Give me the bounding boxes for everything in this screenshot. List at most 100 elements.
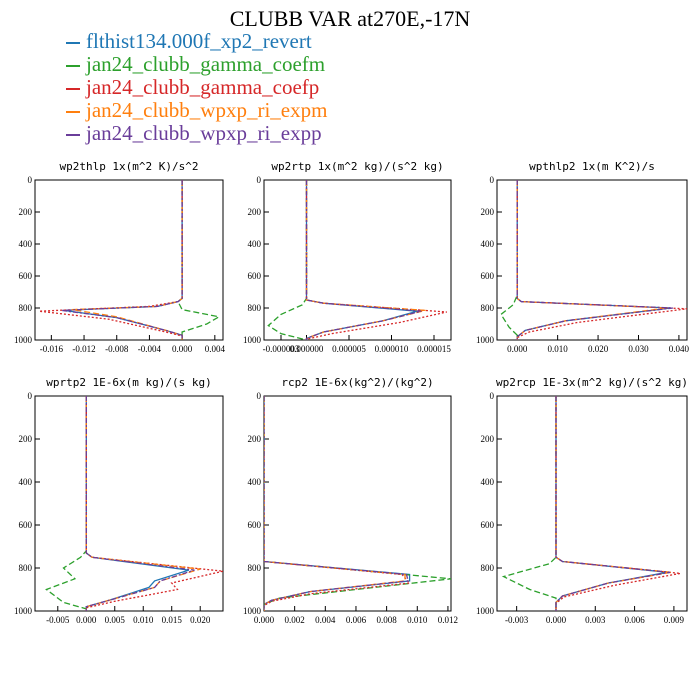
x-tick-label: -0.000003 [263,344,300,354]
series-line [305,180,447,340]
y-tick-label: 0 [490,175,495,185]
y-tick-label: 200 [481,434,495,444]
y-tick-label: 400 [248,477,262,487]
y-tick-label: 1000 [14,335,33,345]
x-tick-label: 0.012 [438,615,458,625]
y-tick-label: 0 [28,391,33,401]
x-tick-label: 0.000005 [332,344,366,354]
legend-swatch [66,65,80,68]
legend-swatch [66,134,80,137]
chart-panel: rcp2 1E-6x(kg^2)/(kg^2) 0 200 400 600 800 1000… [243,376,458,625]
y-tick-label: 400 [481,477,495,487]
series-line [264,396,451,611]
x-tick-label: 0.010 [548,344,569,354]
x-tick-label: 0.000 [172,344,193,354]
y-tick-label: 800 [248,563,262,573]
panel-title: wprtp2 1E-6x(m kg)/(s kg) [46,376,212,389]
x-tick-label: -0.003 [505,615,529,625]
y-tick-label: 1000 [476,335,495,345]
series-line [516,180,671,340]
x-tick-label: 0.030 [628,344,649,354]
x-tick-label: 0.006 [346,615,367,625]
x-tick-label: 0.003 [585,615,606,625]
chart-panel: wpthlp2 1x(m K^2)/s 0 200 400 600 800 1000 0.00… [476,160,690,354]
panel-title: wpthlp2 1x(m K^2)/s [529,160,655,173]
y-tick-label: 400 [481,239,495,249]
legend-item: jan24_clubb_wpxp_ri_expp [66,122,327,145]
x-tick-label: 0.000 [507,344,528,354]
legend-swatch [66,88,80,91]
series-line [516,180,687,340]
y-tick-label: 0 [257,391,262,401]
series-line [501,396,557,611]
series-line [305,180,422,340]
y-tick-label: 0 [490,391,495,401]
legend-swatch [66,42,80,45]
series-line [71,180,183,340]
plot-frame [496,395,688,612]
x-tick-label: 0.010 [407,615,428,625]
plot-frame [34,395,224,612]
x-tick-label: 0.000 [546,615,567,625]
x-tick-label: 0.009 [664,615,685,625]
series-line [500,180,518,340]
series-line [264,396,411,611]
y-tick-label: 200 [248,434,262,444]
series-line [267,180,308,340]
series-line [555,396,681,611]
x-tick-label: 0.000015 [417,344,451,354]
series-line [555,396,672,611]
series-line [45,396,87,611]
series-line [85,396,195,611]
panel-title: wp2thlp 1x(m^2 K)/s^2 [59,160,198,173]
y-tick-label: 1000 [14,606,33,616]
x-tick-label: 0.040 [669,344,690,354]
x-tick-label: -0.004 [138,344,162,354]
figure-title: CLUBB VAR at270E,-17N [229,6,471,31]
legend-label: jan24_clubb_gamma_coefm [86,52,326,76]
legend-item: flthist134.000f_xp2_revert [66,30,327,53]
y-tick-label: 600 [248,520,262,530]
y-tick-label: 0 [257,175,262,185]
series-line [516,180,667,340]
x-tick-label: 0.004 [315,615,336,625]
y-tick-label: 800 [481,303,495,313]
y-tick-label: 0 [28,175,33,185]
y-tick-label: 1000 [476,606,495,616]
y-tick-label: 200 [19,207,33,217]
y-tick-label: 800 [248,303,262,313]
x-tick-label: 0.000 [254,615,275,625]
x-tick-label: 0.006 [624,615,645,625]
x-tick-label: -0.016 [40,344,64,354]
y-tick-label: 200 [248,207,262,217]
y-tick-label: 400 [19,477,33,487]
series-line [516,180,673,340]
y-tick-label: 600 [248,271,262,281]
series-line [555,396,671,611]
y-tick-label: 600 [19,271,33,281]
legend-label: jan24_clubb_wpxp_ri_expm [86,98,328,122]
y-tick-label: 600 [481,271,495,281]
x-tick-label: 0.000000 [290,344,324,354]
y-tick-label: 800 [19,303,33,313]
series-line [177,180,221,340]
y-tick-label: 800 [481,563,495,573]
x-tick-label: -0.008 [105,344,129,354]
legend: flthist134.000f_xp2_revert jan24_clubb_g… [66,30,327,145]
plot-frame [263,179,452,341]
y-tick-label: 800 [19,563,33,573]
series-line [85,396,201,611]
legend-label: flthist134.000f_xp2_revert [86,29,312,53]
x-tick-label: 0.002 [285,615,305,625]
series-line [264,396,411,611]
x-tick-label: 0.004 [205,344,226,354]
y-tick-label: 400 [19,239,33,249]
plot-frame [34,179,224,341]
x-tick-label: 0.000010 [375,344,409,354]
panel-title: rcp2 1E-6x(kg^2)/(kg^2) [281,376,433,389]
y-tick-label: 1000 [243,335,262,345]
legend-item: jan24_clubb_wpxp_ri_expm [66,99,327,122]
plot-frame [496,179,688,341]
y-tick-label: 400 [248,239,262,249]
